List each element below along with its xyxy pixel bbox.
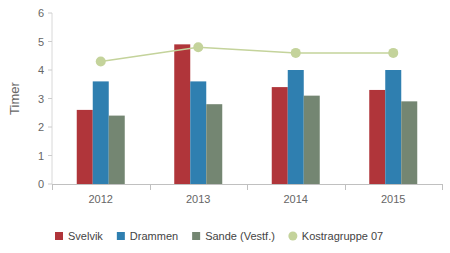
legend-symbol (55, 232, 63, 240)
x-tick-label: 2015 (381, 193, 405, 205)
legend-label: Sande (Vestf.) (205, 230, 275, 242)
y-tick (48, 98, 52, 99)
y-tick-label: 6 (38, 7, 44, 19)
y-tick-label: 5 (38, 36, 44, 48)
bar (304, 96, 320, 184)
y-axis-label: Timer (7, 81, 22, 114)
line-marker (388, 48, 398, 58)
bar (206, 104, 222, 184)
legend-symbol (192, 232, 200, 240)
legend-label: Svelvik (68, 230, 103, 242)
line (101, 47, 394, 61)
x-tick (247, 184, 248, 190)
bar (190, 81, 206, 184)
bar (369, 90, 385, 184)
bar (93, 81, 109, 184)
y-tick (48, 13, 52, 14)
bar (385, 70, 401, 184)
y-tick-label: 1 (38, 150, 44, 162)
line-marker (291, 48, 301, 58)
legend-symbol (117, 232, 125, 240)
bar (401, 101, 417, 184)
x-tick-label: 2012 (89, 193, 113, 205)
x-tick (345, 184, 346, 190)
x-tick-label: 2014 (284, 193, 308, 205)
line-marker (193, 42, 203, 52)
legend-symbol (288, 232, 297, 241)
bar (174, 44, 190, 184)
y-tick (48, 184, 52, 185)
y-tick-label: 2 (38, 121, 44, 133)
x-tick (52, 184, 53, 190)
plot-marks (77, 42, 418, 184)
y-tick (48, 70, 52, 71)
legend-label: Drammen (130, 230, 178, 242)
bar (77, 110, 93, 184)
bar (109, 116, 125, 184)
y-tick (48, 155, 52, 156)
chart: 0 1 2 3 4 5 6 Timer 2012 2013 2014 2015 Svelvik Dramm… (0, 0, 450, 253)
bar (272, 87, 288, 184)
line-marker (96, 56, 106, 66)
legend-label: Kostragruppe 07 (302, 230, 383, 242)
y-tick-label: 0 (38, 178, 44, 190)
y-tick (48, 127, 52, 128)
x-tick (442, 184, 443, 190)
y-tick-label: 4 (38, 64, 44, 76)
x-tick (150, 184, 151, 190)
bar (288, 70, 304, 184)
x-tick-label: 2013 (186, 193, 210, 205)
y-tick-label: 3 (38, 93, 44, 105)
y-tick (48, 41, 52, 42)
